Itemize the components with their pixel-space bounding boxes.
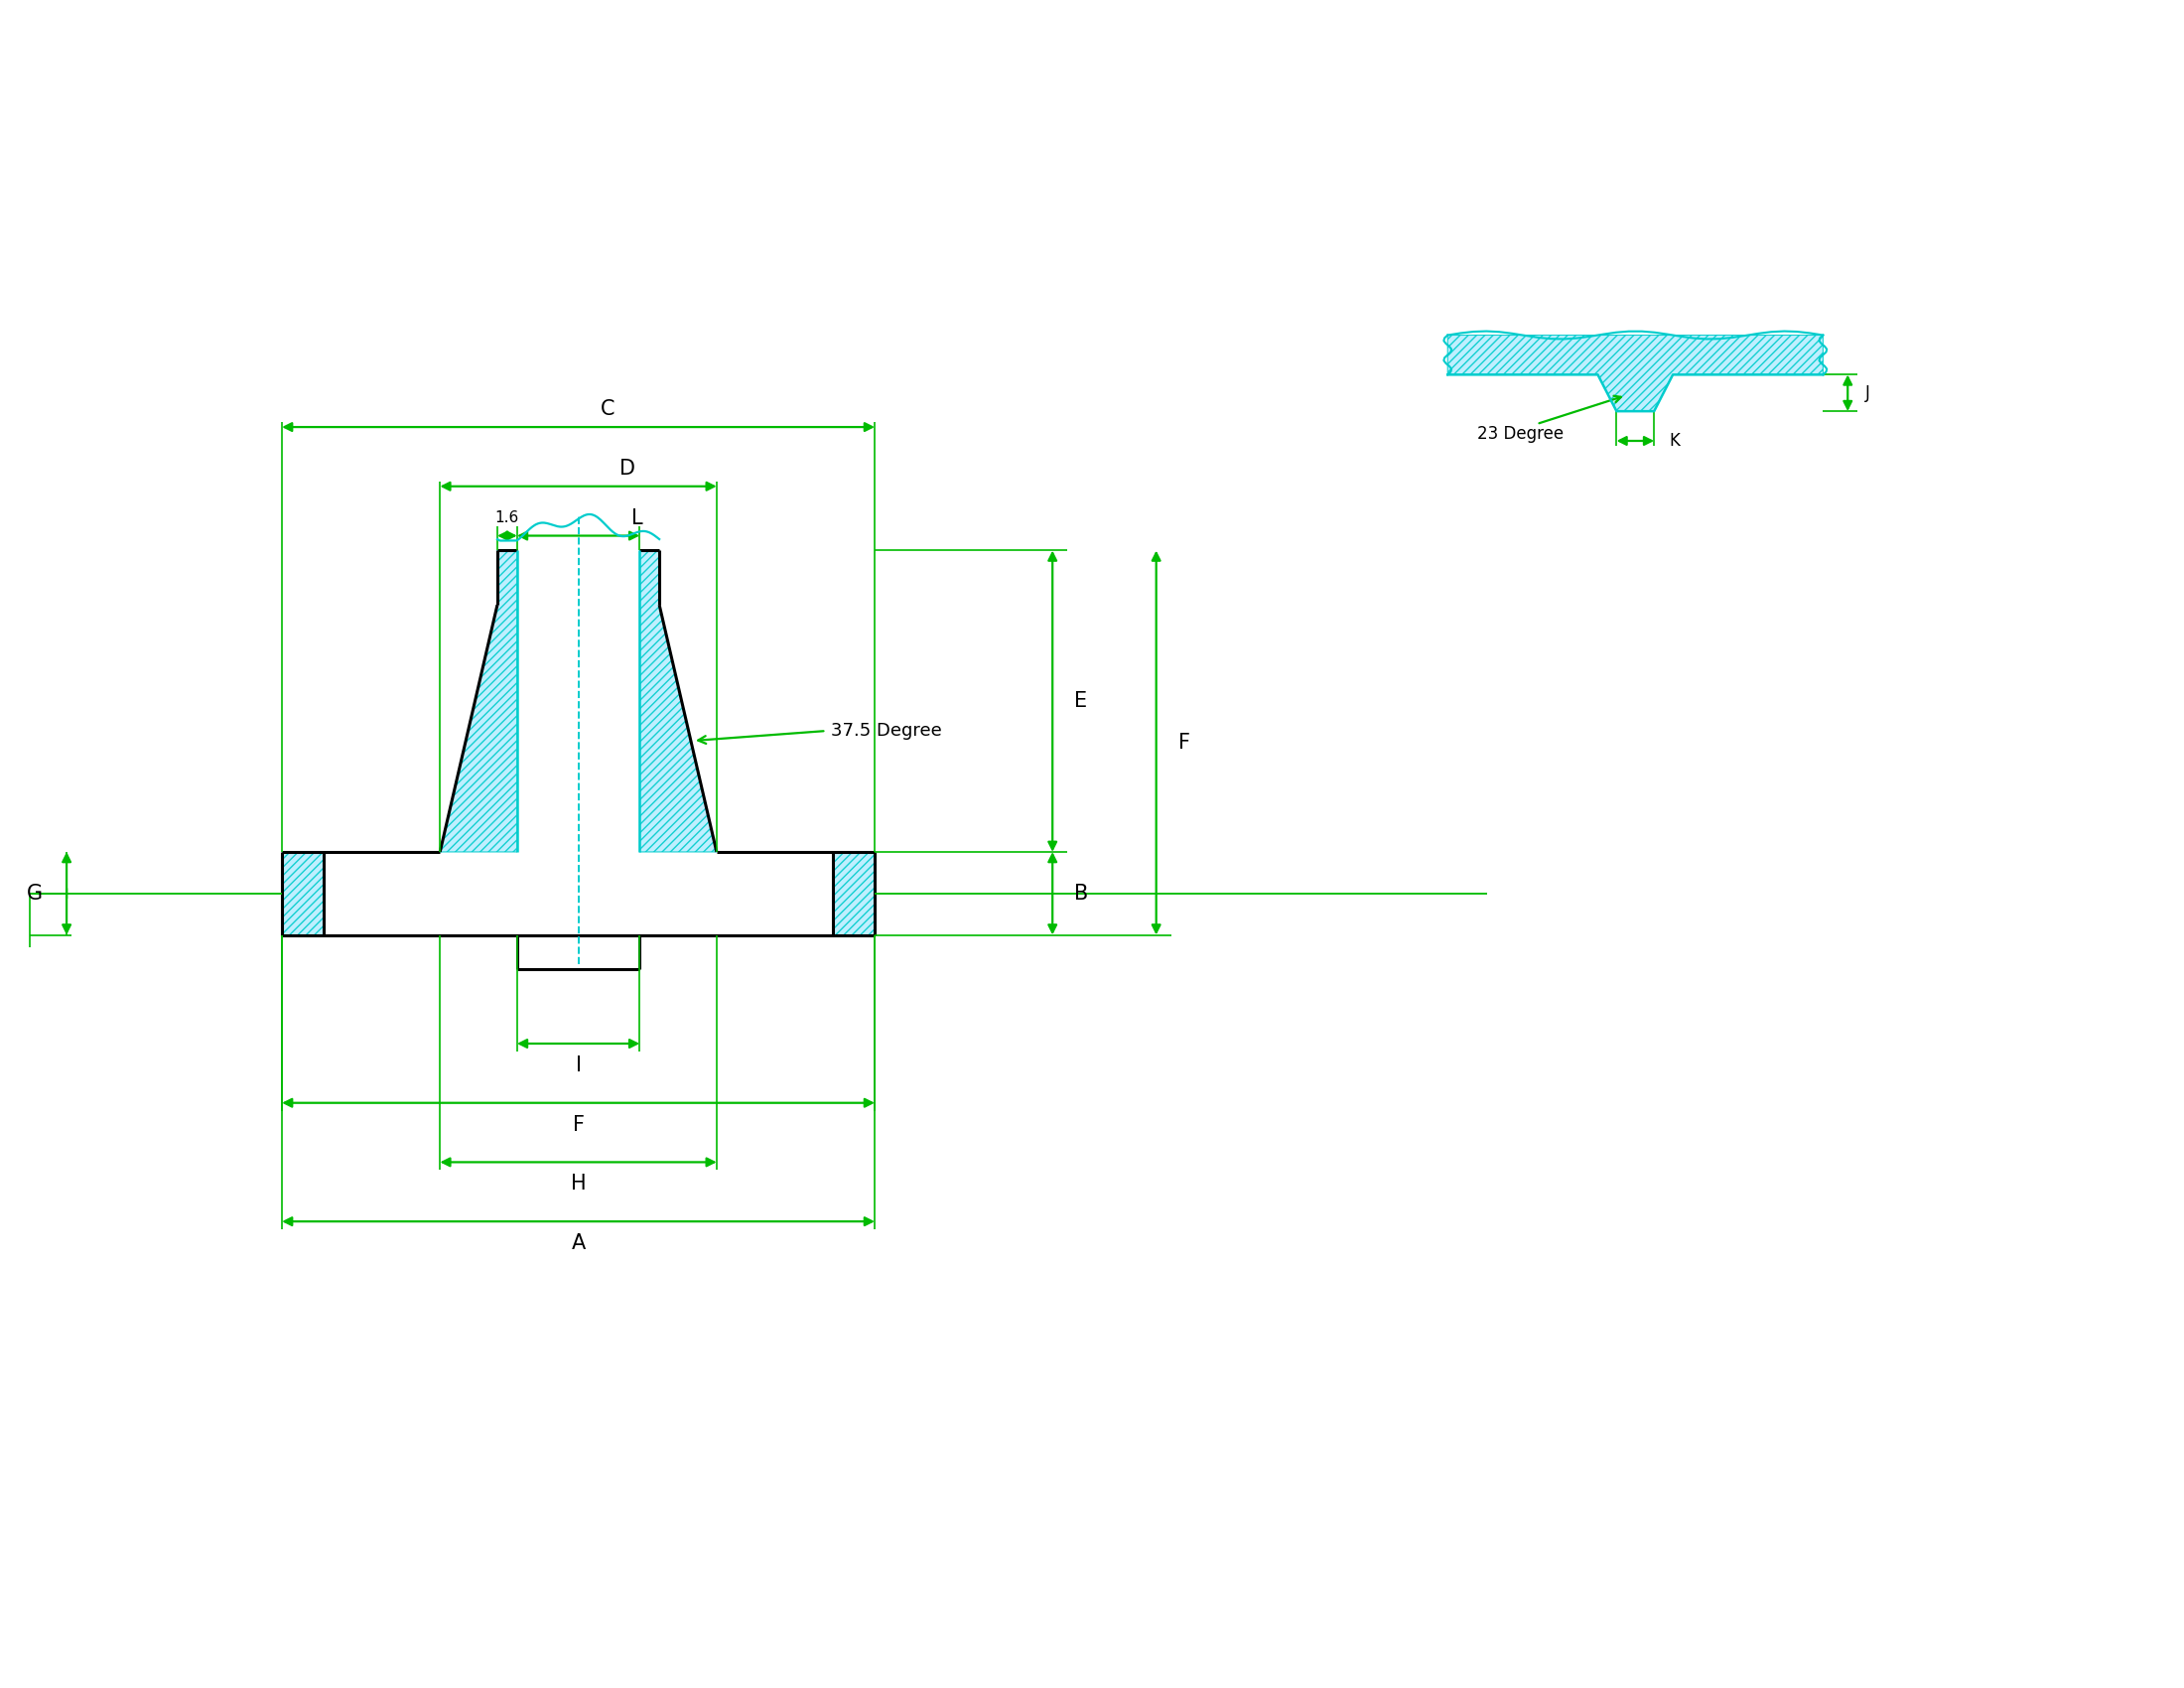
Text: H: H xyxy=(570,1173,585,1193)
Text: K: K xyxy=(1669,432,1679,449)
Text: B: B xyxy=(1075,883,1088,903)
Text: 1.6: 1.6 xyxy=(496,510,520,525)
Polygon shape xyxy=(832,852,874,935)
Text: C: C xyxy=(601,400,616,419)
Text: F: F xyxy=(572,1114,585,1134)
Text: G: G xyxy=(26,883,44,903)
Polygon shape xyxy=(640,550,716,852)
Text: J: J xyxy=(1865,383,1870,402)
Text: I: I xyxy=(574,1055,581,1075)
Text: 23 Degree: 23 Degree xyxy=(1476,425,1564,442)
Text: A: A xyxy=(572,1234,585,1252)
Text: L: L xyxy=(631,508,644,528)
Text: E: E xyxy=(1075,692,1088,711)
Polygon shape xyxy=(439,550,518,852)
Polygon shape xyxy=(1448,336,1824,412)
Text: 37.5 Degree: 37.5 Degree xyxy=(832,722,941,739)
Text: F: F xyxy=(1177,733,1190,753)
Polygon shape xyxy=(282,852,323,935)
Text: D: D xyxy=(620,459,636,478)
